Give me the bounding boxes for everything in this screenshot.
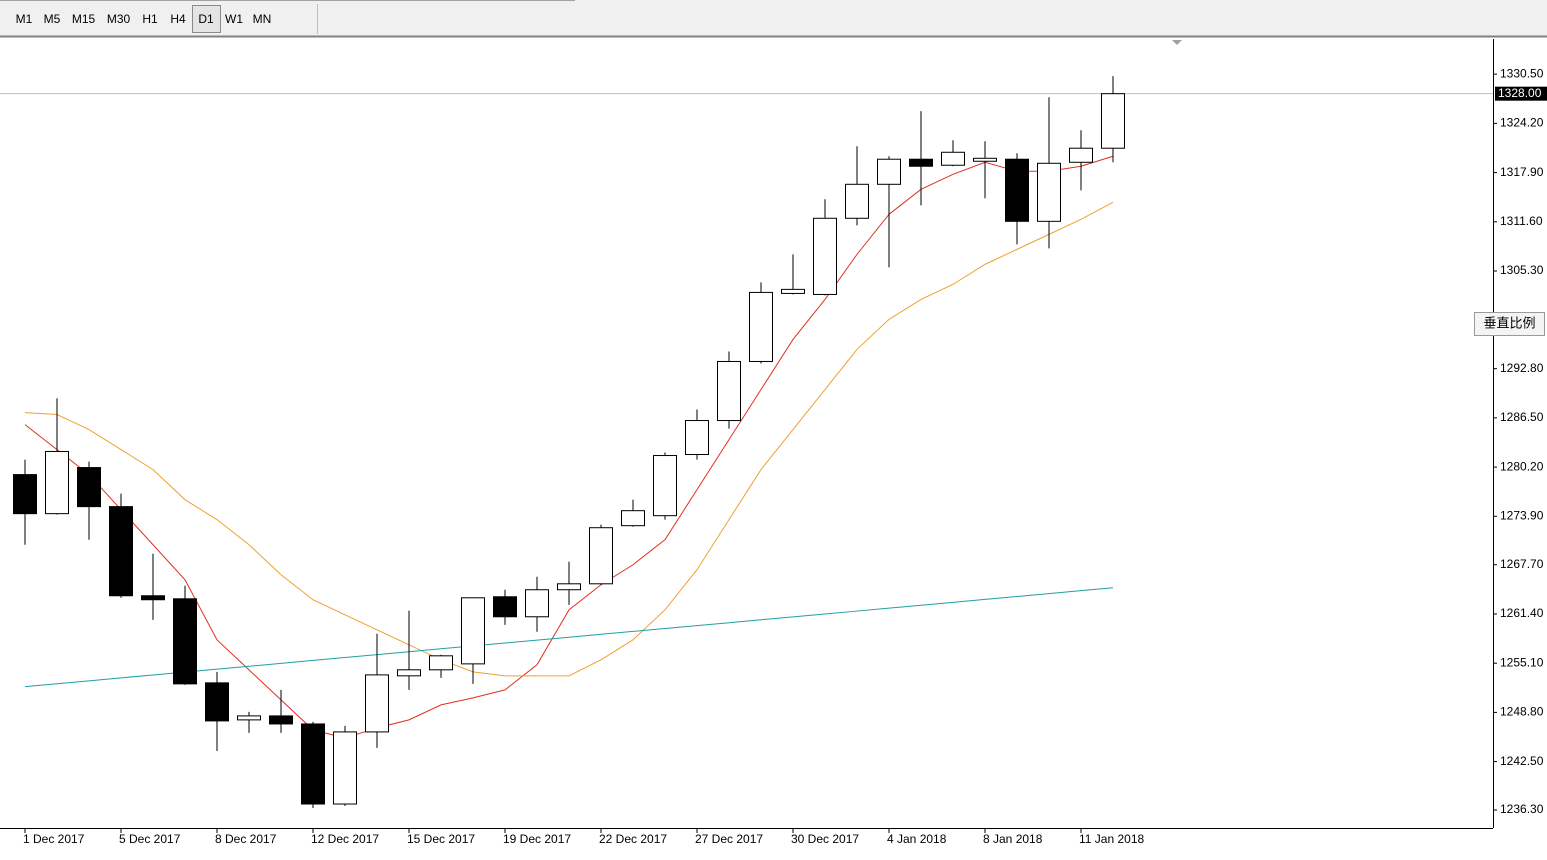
candle-body — [109, 506, 133, 597]
y-tick-label: 1273.90 — [1500, 508, 1544, 522]
y-tick-label: 1242.50 — [1500, 754, 1544, 768]
candle-body — [141, 595, 165, 601]
candle-body — [781, 288, 805, 294]
candle-body — [557, 583, 581, 591]
x-tick-label: 15 Dec 2017 — [407, 832, 475, 846]
candle-body — [45, 450, 69, 515]
timeframe-button[interactable]: MN — [253, 12, 272, 26]
moving-average — [24, 201, 1114, 677]
candle-body — [813, 217, 837, 295]
candle-body — [461, 597, 485, 665]
last-price-label: 1328.00 — [1498, 86, 1542, 100]
y-tick-label: 1280.20 — [1500, 459, 1544, 473]
candle-body — [941, 151, 965, 166]
candle-body — [1101, 93, 1125, 149]
x-tick-label: 11 Jan 2018 — [1079, 832, 1144, 846]
candle-body — [1069, 147, 1093, 163]
candle-body — [685, 420, 709, 456]
y-tick-label: 1324.20 — [1500, 116, 1544, 130]
timeframe-button[interactable]: H4 — [170, 12, 186, 26]
candle-body — [77, 467, 101, 508]
last-price-box — [1495, 86, 1547, 101]
candle-body — [493, 596, 517, 618]
candle-body — [973, 157, 997, 162]
candle-body — [845, 183, 869, 219]
y-tick-label: 1267.70 — [1500, 557, 1544, 571]
timeframe-toolbar: M1 M5 M15 M30 H1 H4 D1 W1 MN — [16, 5, 272, 33]
y-tick-label: 1261.40 — [1500, 606, 1544, 620]
y-tick-label: 1286.50 — [1500, 410, 1544, 424]
timeframe-button[interactable]: M1 — [16, 12, 33, 26]
x-tick-label: 22 Dec 2017 — [599, 832, 667, 846]
y-tick-label: 1317.90 — [1500, 165, 1544, 179]
candle-body — [269, 715, 293, 725]
x-tick-label: 19 Dec 2017 — [503, 832, 571, 846]
candle-body — [589, 527, 613, 585]
candle-body — [333, 731, 357, 805]
y-tick-label: 1236.30 — [1500, 802, 1544, 816]
x-tick-label: 8 Jan 2018 — [983, 832, 1043, 846]
timeframe-button[interactable]: W1 — [225, 12, 243, 26]
candle-body — [877, 158, 901, 185]
x-tick-label: 5 Dec 2017 — [119, 832, 181, 846]
scale-button-label[interactable]: 垂直比例 — [1483, 315, 1535, 330]
candle-body — [621, 510, 645, 527]
candle-body — [13, 474, 37, 515]
candle-body — [909, 158, 933, 167]
scale-button[interactable]: 垂直比例 — [1474, 312, 1545, 336]
candle-body — [365, 674, 389, 733]
x-tick-label: 30 Dec 2017 — [791, 832, 859, 846]
plot-area — [0, 39, 1493, 828]
x-tick-label: 1 Dec 2017 — [23, 832, 85, 846]
shift-marker — [1172, 40, 1182, 45]
candle-body — [717, 360, 741, 422]
plot — [0, 76, 1493, 809]
candle-body — [525, 589, 549, 618]
y-tick-label: 1305.30 — [1500, 263, 1544, 277]
timeframe-button-pressed[interactable] — [192, 5, 221, 33]
candle-body — [301, 723, 325, 805]
y-tick-label: 1311.60 — [1500, 214, 1543, 228]
moving-average — [24, 587, 1114, 688]
x-tick-label: 27 Dec 2017 — [695, 832, 763, 846]
candle-body — [429, 655, 453, 671]
timeframe-button[interactable]: D1 — [198, 12, 214, 26]
x-tick-label: 8 Dec 2017 — [215, 832, 277, 846]
timeframe-button[interactable]: H1 — [142, 12, 158, 26]
timeframe-button[interactable]: M5 — [44, 12, 61, 26]
scale-button-box[interactable] — [1474, 312, 1545, 336]
timeframe-button[interactable]: M30 — [107, 12, 131, 26]
candle-body — [397, 669, 421, 677]
candle-body — [749, 291, 773, 362]
moving-average — [24, 155, 1114, 739]
y-tick-label: 1330.50 — [1500, 66, 1544, 80]
x-tick-label: 12 Dec 2017 — [311, 832, 379, 846]
y-tick-label: 1255.10 — [1500, 655, 1544, 669]
candle-body — [653, 455, 677, 517]
candle-body — [205, 682, 229, 722]
candle-body — [173, 598, 197, 685]
y-tick-label: 1292.80 — [1500, 361, 1544, 375]
candle-body — [237, 715, 261, 721]
y-tick-label: 1248.80 — [1500, 705, 1544, 719]
x-tick-label: 4 Jan 2018 — [887, 832, 947, 846]
candle-body — [1005, 158, 1029, 222]
toolbar-bg — [0, 0, 1547, 37]
timeframe-button[interactable]: M15 — [72, 12, 96, 26]
candle-body — [1037, 162, 1061, 222]
